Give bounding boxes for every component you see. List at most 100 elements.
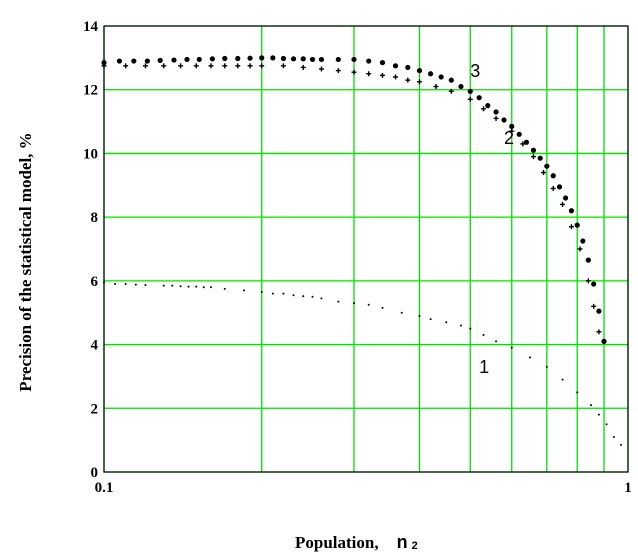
series-1-point bbox=[400, 311, 403, 314]
series-3-point bbox=[300, 56, 306, 62]
series-3-point bbox=[318, 56, 325, 63]
curve-labels: 1 2 3 bbox=[470, 61, 514, 377]
series-1-point bbox=[429, 318, 432, 321]
series-3-point bbox=[184, 56, 190, 63]
series-2-point bbox=[568, 224, 574, 230]
series-3 bbox=[101, 55, 607, 344]
series-1-point bbox=[381, 306, 384, 309]
curve-label-1: 1 bbox=[479, 357, 489, 377]
series-1-point bbox=[320, 297, 323, 300]
series-2-point bbox=[142, 63, 148, 69]
series-3-point bbox=[379, 60, 386, 66]
series-3-point bbox=[131, 58, 137, 64]
series-1-point bbox=[134, 283, 137, 286]
series-3-point bbox=[574, 222, 580, 228]
data-series bbox=[101, 55, 623, 446]
series-3-point bbox=[448, 77, 454, 83]
series-1-point bbox=[418, 314, 421, 317]
series-3-point bbox=[550, 173, 556, 179]
series-3-point bbox=[247, 55, 253, 61]
series-3-point bbox=[530, 147, 537, 153]
series-3-point bbox=[476, 95, 482, 101]
series-3-point bbox=[493, 109, 499, 115]
series-1-point bbox=[590, 404, 593, 407]
x-tick-label: 1 bbox=[624, 480, 632, 496]
series-2-point bbox=[247, 63, 253, 69]
series-3-point bbox=[416, 68, 423, 74]
series-1-point bbox=[445, 321, 448, 324]
series-2-point bbox=[351, 69, 357, 75]
series-3-point bbox=[259, 55, 265, 61]
series-3-point bbox=[580, 238, 586, 244]
series-2-point bbox=[481, 106, 487, 112]
y-tick-label: 6 bbox=[91, 274, 99, 290]
y-tick-label: 0 bbox=[91, 465, 99, 481]
series-1-point bbox=[311, 295, 314, 298]
series-3-point bbox=[568, 208, 575, 214]
series-1-point bbox=[271, 292, 274, 295]
series-1-point bbox=[620, 443, 623, 446]
series-1-point bbox=[561, 378, 564, 381]
series-1-point bbox=[171, 284, 174, 287]
series-1-point bbox=[482, 334, 485, 337]
series-3-point bbox=[196, 56, 202, 63]
series-3-point bbox=[309, 56, 316, 63]
series-2-point bbox=[541, 170, 547, 176]
series-2-point bbox=[530, 154, 536, 160]
series-3-point bbox=[101, 60, 107, 66]
series-3-point bbox=[235, 55, 241, 62]
series-3-point bbox=[556, 184, 563, 190]
series-2-point bbox=[393, 74, 399, 80]
y-tick-label: 4 bbox=[91, 338, 99, 354]
series-1-point bbox=[495, 340, 498, 343]
series-3-point bbox=[562, 195, 569, 201]
series-1-point bbox=[242, 289, 245, 292]
series-1-point bbox=[292, 294, 295, 297]
series-3-point bbox=[501, 117, 507, 123]
series-1-point bbox=[103, 281, 105, 284]
series-3-point bbox=[335, 56, 341, 63]
y-tick-label: 12 bbox=[83, 83, 98, 99]
series-2-point bbox=[416, 79, 422, 85]
series-1-point bbox=[114, 283, 117, 286]
series-3-point bbox=[405, 64, 411, 71]
curve-label-3: 3 bbox=[470, 61, 480, 81]
series-3-point bbox=[171, 57, 177, 63]
series-3-point bbox=[516, 131, 522, 137]
series-2-point bbox=[585, 278, 591, 284]
series-2-point bbox=[335, 68, 341, 74]
series-1-point bbox=[195, 285, 198, 288]
series-1-point bbox=[353, 302, 356, 305]
series-2-point bbox=[577, 246, 583, 252]
series-2-point bbox=[222, 63, 228, 69]
series-3-point bbox=[144, 58, 150, 64]
y-tick-label: 10 bbox=[83, 146, 98, 162]
x-axis-label-subscript: 2 bbox=[412, 540, 418, 552]
series-1-point bbox=[162, 284, 165, 287]
x-axis-label-variable: n bbox=[397, 532, 408, 552]
series-2-point bbox=[560, 201, 566, 207]
series-2-point bbox=[550, 185, 556, 191]
series-3-point bbox=[366, 58, 372, 64]
x-tick-label: 0.1 bbox=[95, 480, 114, 496]
series-2-point bbox=[193, 63, 199, 69]
series-2-point bbox=[318, 66, 324, 72]
series-1-point bbox=[510, 346, 513, 349]
series-2-point bbox=[591, 303, 597, 309]
series-2-point bbox=[235, 63, 241, 69]
series-3-point bbox=[537, 155, 543, 161]
series-2-point bbox=[280, 63, 286, 69]
series-3-point bbox=[523, 139, 530, 145]
series-3-point bbox=[585, 257, 591, 263]
series-1-point bbox=[545, 365, 548, 368]
series-2-point bbox=[493, 115, 499, 121]
series-2-point bbox=[259, 63, 265, 69]
series-2-point bbox=[366, 71, 372, 77]
series-1-point bbox=[367, 303, 370, 306]
series-3-point bbox=[544, 163, 550, 169]
series-2-point bbox=[178, 63, 184, 69]
series-3-point bbox=[591, 281, 597, 287]
series-1-point bbox=[260, 291, 263, 294]
